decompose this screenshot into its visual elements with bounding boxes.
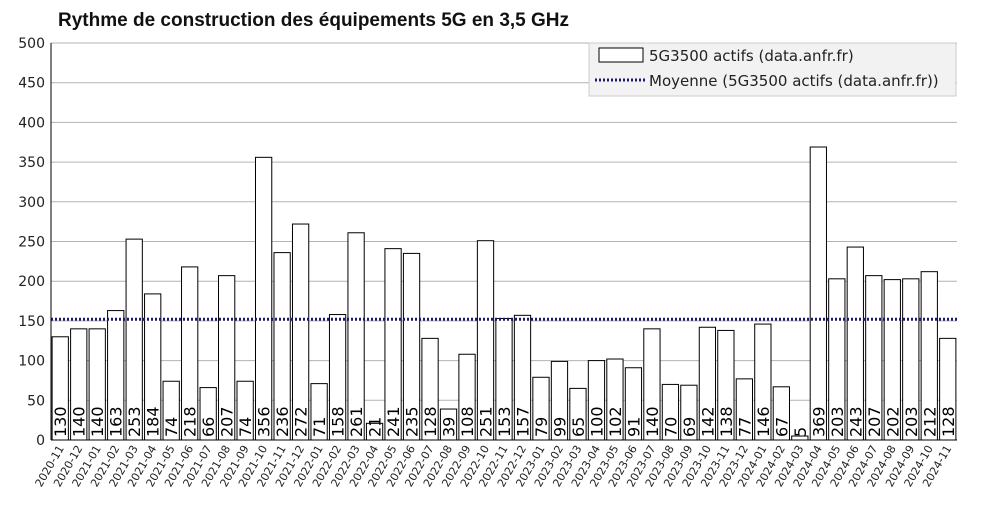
bar-value-label: 39 [440,417,459,437]
bar-value-label: 207 [218,406,237,437]
bar-value-label: 99 [550,417,569,437]
bar-value-label: 243 [846,406,865,437]
legend-swatch-bars [598,47,644,63]
y-tick-label: 450 [18,76,45,92]
bar-value-label: 218 [181,406,200,437]
bar-value-label: 138 [717,406,736,437]
bar-value-label: 356 [255,406,274,437]
legend-box [588,42,957,97]
bar-value-label: 65 [569,417,588,437]
bar-value-label: 153 [495,406,514,437]
axis-layer [50,43,957,441]
bar-value-label: 158 [329,406,348,437]
y-tick-label: 200 [18,274,45,290]
bar [809,146,827,441]
bar-value-label: 91 [624,417,643,437]
y-tick-label: 400 [18,115,45,131]
bar-value-label: 140 [88,406,107,437]
bar-value-label: 207 [865,406,884,437]
bar-value-label: 157 [513,406,532,437]
bar [254,156,273,441]
y-tick-label: 350 [18,155,45,171]
bar-value-label: 212 [920,406,939,437]
bar-value-label: 74 [236,417,255,437]
legend: 5G3500 actifs (data.anfr.fr) Moyenne (5G… [588,42,957,97]
bar-value-label: 272 [292,406,311,437]
y-tick-label: 0 [36,433,45,449]
bar-value-label: 77 [735,417,754,437]
bar-value-label: 203 [828,406,847,437]
bar-value-label: 70 [661,417,680,437]
chart-title: Rythme de construction des équipements 5… [58,10,570,31]
bars-layer: 130 140 140 163 253 184 74 218 66 207 74 356 236 272 7… [51,146,958,441]
bar-value-label: 100 [587,406,606,437]
bar-value-label: 261 [347,406,366,437]
bar-value-label: 253 [125,406,144,437]
bar-value-label: 146 [754,406,773,437]
bar-value-label: 235 [403,406,422,437]
y-tick-label: 150 [18,314,45,330]
bar-value-label: 130 [51,406,70,437]
bar-value-label: 140 [70,406,89,437]
y-tick-label: 50 [27,393,45,409]
bar-value-label: 79 [532,417,551,437]
y-tick-label: 250 [18,235,45,251]
bar-value-label: 163 [107,406,126,437]
bar-value-label: 202 [883,406,902,437]
bar-value-label: 5 [791,427,810,437]
bar-value-label: 184 [144,406,163,437]
bar-value-label: 67 [772,417,791,437]
bar-value-label: 21 [366,417,385,437]
legend-label-average: Moyenne (5G3500 actifs (data.anfr.fr)) [649,72,939,90]
bar-value-label: 108 [458,406,477,437]
bar-value-label: 251 [477,406,496,437]
x-axis-tick-labels: 2020-112020-122021-012021-022021-032021-… [33,443,955,489]
bar-value-label: 69 [680,417,699,437]
bar-value-label: 241 [384,406,403,437]
bar-value-label: 66 [199,417,218,437]
y-tick-label: 500 [18,36,45,52]
bar-value-label: 142 [698,406,717,437]
y-tick-label: 100 [18,354,45,370]
bar-value-label: 102 [606,406,625,437]
bar-value-label: 203 [902,406,921,437]
legend-label-bars: 5G3500 actifs (data.anfr.fr) [649,47,854,65]
bar-value-label: 74 [162,417,181,437]
y-tick-label: 300 [18,195,45,211]
bar-value-label: 140 [643,406,662,437]
bar-value-label: 128 [421,406,440,437]
bar-value-label: 369 [809,406,828,437]
y-axis-tick-labels: 0 50 100 150 200 250 300 350 400 450 500 [18,36,45,449]
bar-value-label: 128 [939,406,958,437]
bar-value-label: 236 [273,406,292,437]
bar-value-label: 71 [310,417,329,437]
